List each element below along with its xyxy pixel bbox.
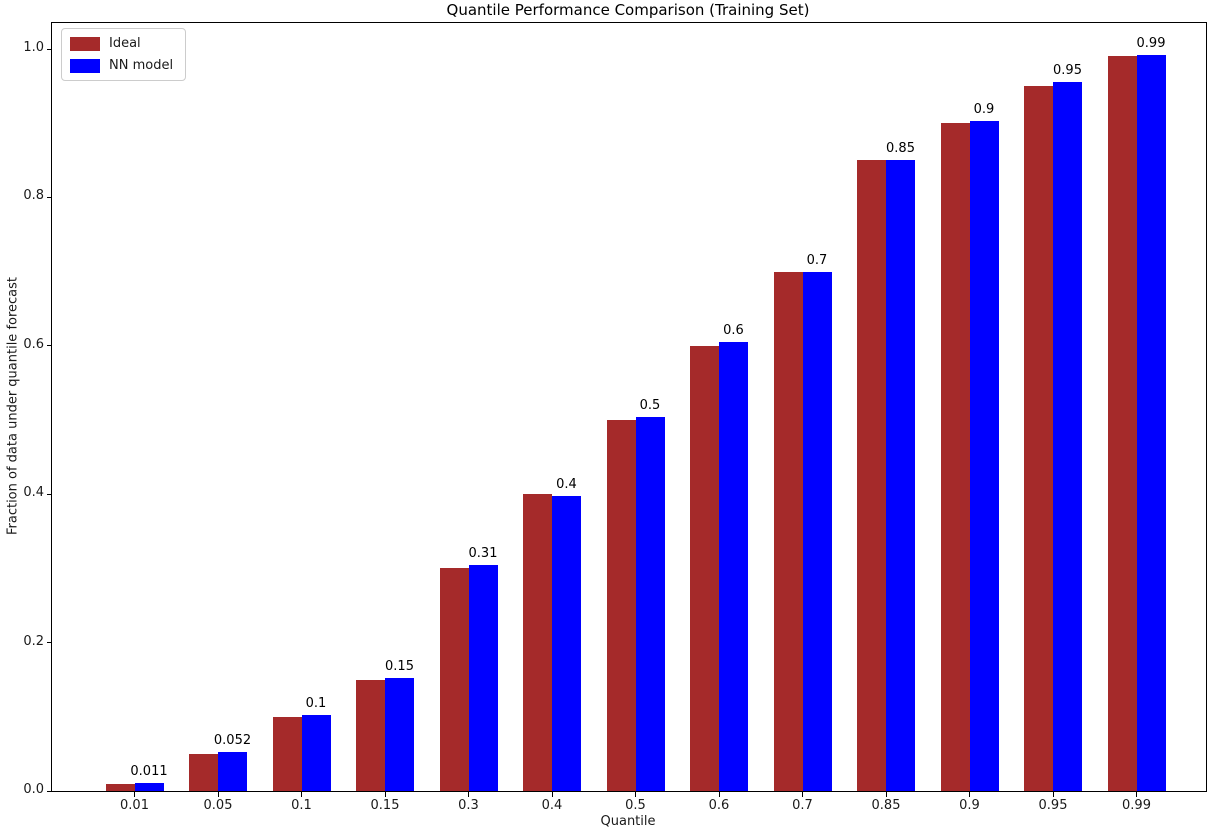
x-tick-label: 0.5 xyxy=(625,798,646,813)
x-tick-mark xyxy=(802,792,803,797)
bar-nn-model-0.1 xyxy=(301,715,331,791)
x-tick-label: 0.15 xyxy=(370,798,400,813)
bar-nn-model-0.9 xyxy=(969,120,999,791)
legend-label-ideal: Ideal xyxy=(109,36,141,51)
x-tick-mark xyxy=(1136,792,1137,797)
bar-nn-model-0.05 xyxy=(218,752,247,791)
legend-label-nn-model: NN model xyxy=(109,58,174,73)
bar-nn-model-0.85 xyxy=(886,159,915,791)
bar-value-label-0.99: 0.99 xyxy=(1136,35,1166,51)
x-tick-mark xyxy=(635,792,636,797)
y-tick-mark xyxy=(47,345,52,347)
x-tick-label: 0.3 xyxy=(458,798,479,813)
y-tick-mark xyxy=(47,196,52,198)
bar-value-label-0.15: 0.15 xyxy=(385,659,414,675)
x-tick-mark xyxy=(134,792,135,797)
x-tick-label: 0.95 xyxy=(1038,798,1068,813)
bar-ideal-0.85 xyxy=(857,160,886,791)
x-tick-label: 0.99 xyxy=(1122,798,1151,813)
legend-swatch-nn-model xyxy=(70,58,100,73)
y-tick-label: 0.0 xyxy=(23,782,44,797)
x-tick-label: 0.01 xyxy=(120,798,149,813)
bar-nn-model-0.99 xyxy=(1136,54,1166,791)
y-tick-label: 1.0 xyxy=(23,40,44,55)
x-tick-mark xyxy=(718,792,720,797)
bar-value-label-0.7: 0.7 xyxy=(806,252,828,268)
bar-value-label-0.85: 0.85 xyxy=(886,140,915,156)
bar-nn-model-0.5 xyxy=(635,417,665,791)
x-tick-mark xyxy=(217,792,219,797)
bar-ideal-0.99 xyxy=(1107,56,1137,791)
x-tick-label: 0.1 xyxy=(291,798,312,813)
legend: Ideal NN model xyxy=(61,28,187,81)
bar-ideal-0.7 xyxy=(773,271,803,791)
plot-area: Ideal NN model 0.0 0.2 0.4 0.6 0.8 1.0 0.01 0.0… xyxy=(23,22,1207,813)
legend-swatch-ideal xyxy=(70,36,100,51)
bar-ideal-0.05 xyxy=(189,753,218,791)
bar-ideal-0.4 xyxy=(523,494,552,791)
y-tick-mark xyxy=(47,790,52,792)
x-tick-mark xyxy=(1052,792,1054,797)
x-tick-label: 0.9 xyxy=(959,798,980,813)
x-tick-mark xyxy=(885,792,887,797)
bar-ideal-0.15 xyxy=(356,679,385,791)
bar-nn-model-0.01 xyxy=(134,782,164,791)
bar-value-label-0.6: 0.6 xyxy=(723,323,744,339)
legend-entry-ideal: Ideal xyxy=(70,36,173,51)
x-tick-label: 0.4 xyxy=(541,798,563,813)
legend-entry-nn-model: NN model xyxy=(70,58,173,73)
bar-value-label-0.95: 0.95 xyxy=(1053,63,1082,79)
y-tick-label: 0.4 xyxy=(23,485,44,501)
y-tick-mark xyxy=(47,493,52,495)
bar-ideal-0.9 xyxy=(940,123,970,791)
y-tick-mark xyxy=(47,48,52,50)
bar-value-label-0.5: 0.5 xyxy=(639,398,661,414)
bar-value-label-0.01: 0.011 xyxy=(130,763,168,779)
x-tick-label: 0.6 xyxy=(708,798,730,813)
bar-nn-model-0.6 xyxy=(719,342,748,791)
bar-ideal-0.3 xyxy=(439,568,469,791)
bar-value-label-0.3: 0.31 xyxy=(468,545,498,561)
bar-value-label-0.1: 0.1 xyxy=(305,696,327,712)
bar-ideal-0.01 xyxy=(105,783,135,791)
bar-ideal-0.5 xyxy=(606,420,636,791)
x-tick-label: 0.7 xyxy=(792,798,813,813)
bar-value-label-0.9: 0.9 xyxy=(973,101,995,117)
bar-nn-model-0.4 xyxy=(552,496,581,791)
y-tick-label: 0.2 xyxy=(23,633,44,649)
bar-nn-model-0.95 xyxy=(1053,82,1082,791)
x-tick-label: 0.05 xyxy=(203,798,233,813)
y-tick-label: 0.6 xyxy=(23,336,44,352)
y-tick-mark xyxy=(47,642,52,644)
bar-ideal-0.6 xyxy=(690,345,719,791)
bar-ideal-0.95 xyxy=(1024,86,1053,791)
bar-nn-model-0.3 xyxy=(468,564,498,791)
x-tick-mark xyxy=(384,792,386,797)
bar-nn-model-0.7 xyxy=(802,271,832,791)
y-tick-label: 0.8 xyxy=(23,188,44,204)
x-tick-mark xyxy=(468,792,469,797)
x-tick-mark xyxy=(551,792,553,797)
x-axis-label: Quantile xyxy=(600,814,656,829)
bar-value-label-0.05: 0.052 xyxy=(213,733,252,749)
chart-title: Quantile Performance Comparison (Trainin… xyxy=(446,1,810,19)
bar-ideal-0.1 xyxy=(272,716,302,791)
x-tick-mark xyxy=(969,792,970,797)
x-tick-mark xyxy=(301,792,302,797)
bar-nn-model-0.15 xyxy=(385,678,414,791)
bar-value-label-0.4: 0.4 xyxy=(556,477,577,493)
x-tick-label: 0.85 xyxy=(871,798,901,813)
